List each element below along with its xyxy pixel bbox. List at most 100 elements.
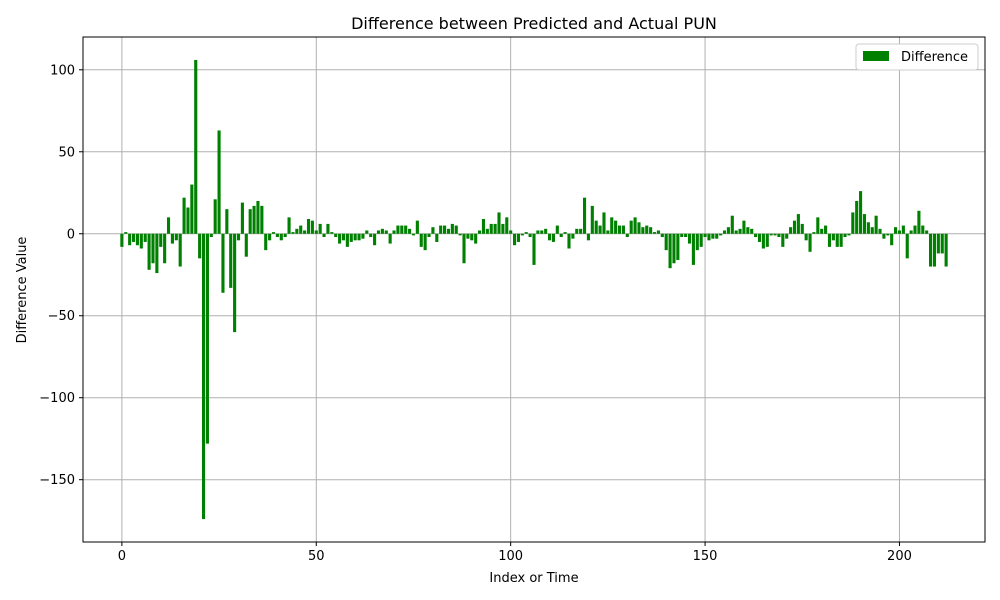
- bar: [625, 233, 629, 238]
- bar: [575, 228, 579, 234]
- bar: [579, 228, 583, 234]
- bar: [446, 228, 451, 234]
- bar: [851, 212, 855, 234]
- bar: [567, 233, 571, 249]
- bar: [470, 233, 474, 241]
- y-tick-label: −50: [48, 309, 75, 324]
- bar: [225, 209, 229, 234]
- bar: [139, 233, 143, 249]
- y-axis-label: Difference Value: [15, 237, 30, 344]
- y-tick-label: 100: [50, 63, 75, 78]
- bar: [481, 219, 486, 234]
- bar: [345, 233, 349, 247]
- legend-label-difference: Difference: [901, 50, 968, 65]
- bar: [897, 230, 902, 234]
- bar: [135, 233, 139, 246]
- bar: [905, 233, 909, 259]
- bar-series: [120, 59, 948, 520]
- bar: [408, 228, 412, 234]
- bar: [205, 233, 209, 444]
- bar: [761, 233, 765, 249]
- bar: [310, 220, 314, 234]
- bar: [229, 233, 233, 288]
- bar: [649, 227, 653, 234]
- bar: [131, 233, 136, 242]
- bar: [870, 227, 874, 234]
- bar: [703, 233, 707, 238]
- bar: [901, 225, 905, 234]
- bar: [186, 207, 190, 234]
- bar: [454, 225, 458, 234]
- x-tick-label: 200: [887, 549, 912, 564]
- bar: [435, 233, 439, 242]
- bar: [384, 230, 388, 234]
- bar: [777, 233, 781, 238]
- y-tick-label: 0: [67, 227, 75, 242]
- bar: [816, 217, 820, 234]
- bar: [917, 210, 921, 234]
- bar: [652, 232, 657, 234]
- bar: [936, 233, 940, 254]
- bar: [866, 222, 870, 234]
- bar: [524, 232, 528, 234]
- bar: [163, 233, 167, 264]
- bar: [765, 233, 769, 247]
- bar: [548, 233, 552, 241]
- x-tick-label: 150: [693, 549, 718, 564]
- bar: [474, 233, 478, 244]
- bar: [166, 217, 171, 234]
- bar: [862, 214, 867, 234]
- bar: [742, 220, 746, 234]
- bar: [563, 232, 567, 234]
- bar: [478, 230, 482, 234]
- bar: [886, 233, 890, 236]
- bar: [369, 233, 373, 238]
- bar: [932, 233, 937, 267]
- bar: [944, 233, 948, 267]
- bar: [287, 217, 291, 234]
- bar: [874, 215, 878, 234]
- bar: [586, 233, 590, 241]
- bar: [349, 233, 353, 242]
- bar: [279, 233, 283, 241]
- bar: [792, 220, 797, 234]
- bar: [497, 212, 501, 234]
- bar: [839, 233, 843, 247]
- bar: [303, 230, 307, 234]
- bar: [773, 233, 777, 236]
- bar: [439, 225, 443, 234]
- bar: [217, 130, 221, 234]
- bar: [213, 199, 217, 234]
- bar: [711, 233, 715, 239]
- bar: [400, 225, 404, 234]
- bar: [306, 219, 311, 234]
- bar: [532, 233, 536, 265]
- bar: [209, 233, 213, 238]
- bar: [124, 232, 128, 234]
- bar: [376, 230, 381, 234]
- bar: [431, 227, 435, 234]
- bar: [341, 233, 346, 241]
- bar: [373, 233, 377, 246]
- bar: [427, 233, 431, 238]
- bar: [485, 228, 489, 234]
- bar: [785, 233, 789, 239]
- bar: [489, 223, 493, 234]
- bar: [859, 191, 863, 234]
- bar: [598, 225, 602, 234]
- bar: [536, 230, 540, 234]
- bar: [621, 225, 625, 234]
- bar: [781, 233, 785, 247]
- bar: [516, 233, 520, 242]
- bar: [808, 233, 812, 252]
- bar: [260, 205, 264, 234]
- bar: [827, 233, 832, 247]
- bar: [660, 233, 664, 238]
- bar: [501, 223, 505, 234]
- x-axis-ticks: 0 50 100 150 200: [118, 542, 912, 564]
- bar: [757, 233, 762, 242]
- bar: [637, 222, 641, 234]
- bar: [326, 223, 330, 234]
- bar: [252, 205, 256, 234]
- bar: [330, 232, 334, 234]
